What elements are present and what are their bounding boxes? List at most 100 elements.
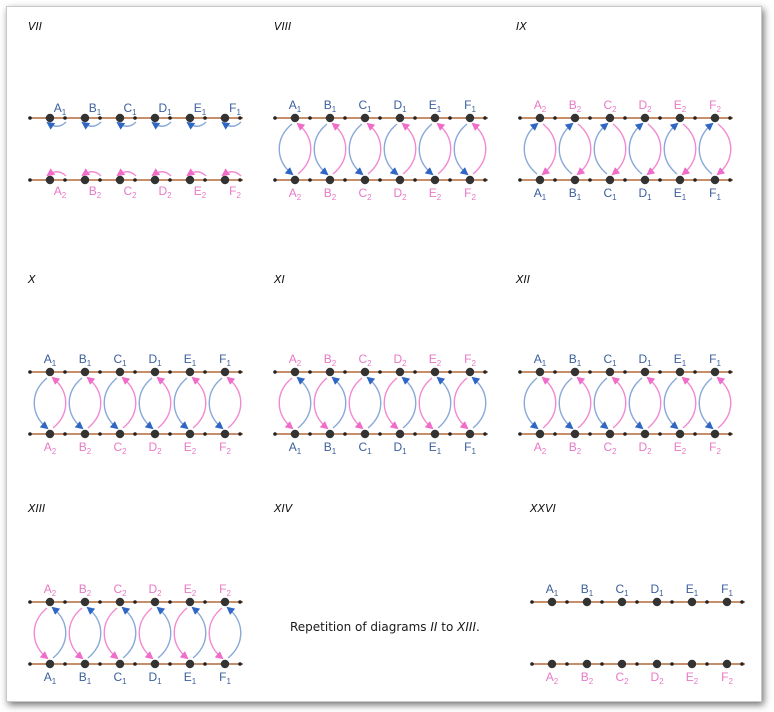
local-arrow — [81, 168, 102, 177]
transfer-arrow — [121, 376, 137, 429]
transfer-arrow — [138, 607, 154, 660]
node-label: B1 — [89, 101, 102, 117]
transfer-arrow — [366, 122, 382, 175]
transfer-arrow — [453, 123, 469, 176]
transfer-arrow — [523, 122, 539, 175]
transfer-arrow — [33, 607, 49, 660]
transfer-arrow — [628, 377, 644, 430]
node-label: D1 — [650, 582, 664, 598]
track-dot — [600, 662, 604, 666]
node — [185, 367, 195, 377]
track-dot — [693, 370, 697, 374]
node-label: D2 — [148, 582, 162, 598]
node — [395, 367, 405, 377]
transfer-arrow — [698, 377, 714, 430]
node — [675, 175, 685, 185]
node-label: D1 — [148, 670, 162, 686]
node-label: F2 — [219, 440, 231, 456]
node-label: C1 — [603, 352, 617, 368]
local-arrow — [46, 168, 67, 177]
node — [45, 659, 55, 669]
node — [710, 113, 720, 123]
transfer-arrow — [663, 377, 679, 430]
track-dot — [203, 370, 207, 374]
track-dot — [63, 600, 67, 604]
node — [675, 367, 685, 377]
track-dot — [238, 432, 242, 436]
track-dot — [518, 178, 522, 182]
track-dot — [518, 370, 522, 374]
node — [115, 367, 125, 377]
transfer-arrow — [313, 377, 329, 430]
node-label: A2 — [54, 184, 67, 200]
track-dot — [483, 116, 487, 120]
track-dot — [413, 432, 417, 436]
node — [570, 367, 580, 377]
track-dot — [98, 432, 102, 436]
node — [115, 113, 125, 123]
track-dot — [308, 432, 312, 436]
transfer-arrow — [348, 123, 364, 176]
track-dot — [413, 116, 417, 120]
transfer-arrow — [296, 376, 312, 429]
node — [80, 367, 90, 377]
transfer-arrow — [541, 376, 557, 429]
transfer-arrow — [576, 123, 592, 176]
node-label: E2 — [194, 184, 207, 200]
node — [360, 113, 370, 123]
transfer-arrow — [366, 376, 382, 429]
track-dot — [728, 116, 732, 120]
transfer-arrow — [436, 376, 452, 429]
track-dot — [670, 600, 674, 604]
node — [185, 597, 195, 607]
node — [80, 429, 90, 439]
node-label: B1 — [569, 352, 582, 368]
panel-VIII: VIII A1 A2 B1 B2 C1 C2 D1 D2 E1 E2 F1 F2 — [273, 20, 488, 202]
transfer-arrow — [698, 122, 714, 175]
panel-XIII: XIII A2 A1 B2 B1 C2 C1 D2 D1 E2 E1 F2 F1 — [27, 502, 243, 686]
node-label: A1 — [546, 582, 559, 598]
node — [465, 175, 475, 185]
node-label: C1 — [113, 352, 127, 368]
node — [617, 659, 627, 669]
node-label: F1 — [464, 440, 476, 456]
track-dot — [203, 600, 207, 604]
node-label: F2 — [464, 186, 476, 202]
node — [430, 113, 440, 123]
node-label: B2 — [324, 352, 337, 368]
transfer-arrow — [418, 123, 434, 176]
node-label: A1 — [44, 670, 57, 686]
track-dot — [168, 370, 172, 374]
figure-frame — [6, 6, 762, 702]
track-dot — [693, 116, 697, 120]
track-dot — [238, 600, 242, 604]
track-dot — [343, 116, 347, 120]
node — [185, 429, 195, 439]
node-label: F1 — [464, 98, 476, 114]
panel-XI: XI A2 A1 B2 B1 C2 C1 D2 D1 E2 E1 F2 F1 — [273, 273, 488, 456]
node-label: E1 — [184, 670, 197, 686]
transfer-arrow — [121, 606, 137, 659]
node — [80, 113, 90, 123]
node-label: E2 — [674, 98, 687, 114]
track-dot — [448, 116, 452, 120]
node-label: C2 — [358, 352, 372, 368]
transfer-arrow — [681, 123, 697, 176]
node — [547, 659, 557, 669]
node — [570, 429, 580, 439]
track-dot — [740, 600, 744, 604]
node-label: D1 — [393, 440, 407, 456]
track-dot — [63, 116, 67, 120]
node-label: F1 — [219, 352, 231, 368]
node-label: F2 — [464, 352, 476, 368]
transfer-arrow — [348, 377, 364, 430]
node-label: A2 — [44, 582, 57, 598]
track-dot — [553, 370, 557, 374]
node — [220, 367, 230, 377]
local-arrow — [46, 121, 67, 130]
track-dot — [483, 370, 487, 374]
transfer-arrow — [191, 606, 207, 659]
transfer-arrow — [593, 122, 609, 175]
node-label: A2 — [289, 352, 302, 368]
track-dot — [168, 432, 172, 436]
